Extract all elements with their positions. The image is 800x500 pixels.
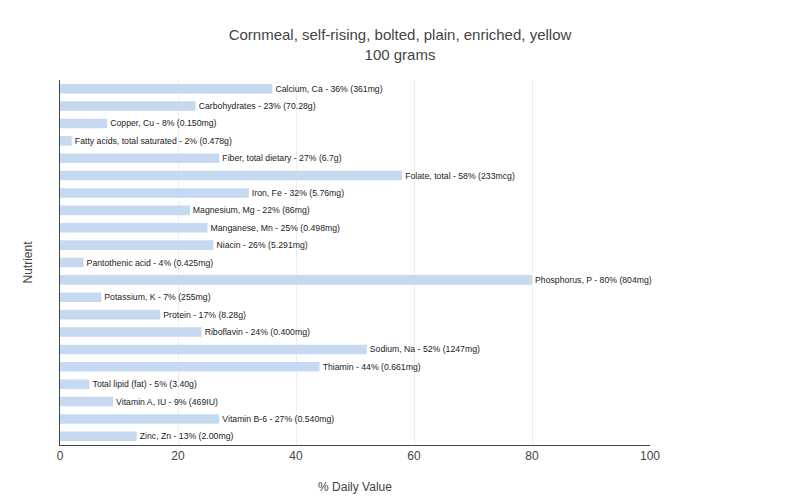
- svg-text:Cornmeal, self-rising, bolted,: Cornmeal, self-rising, bolted, plain, en…: [229, 26, 572, 63]
- svg-text:Magnesium, Mg - 22% (86mg): Magnesium, Mg - 22% (86mg): [193, 205, 310, 215]
- svg-text:20: 20: [171, 449, 185, 463]
- svg-text:Nutrient: Nutrient: [21, 241, 35, 284]
- svg-text:Sodium, Na - 52% (1247mg): Sodium, Na - 52% (1247mg): [370, 344, 480, 354]
- svg-text:0: 0: [57, 449, 64, 463]
- svg-text:40: 40: [289, 449, 303, 463]
- svg-text:Iron, Fe - 32% (5.76mg): Iron, Fe - 32% (5.76mg): [252, 188, 344, 198]
- svg-text:Folate, total - 58% (233mcg): Folate, total - 58% (233mcg): [405, 171, 515, 181]
- svg-text:Riboflavin - 24% (0.400mg): Riboflavin - 24% (0.400mg): [205, 327, 310, 337]
- svg-text:Protein - 17% (8.28g): Protein - 17% (8.28g): [163, 310, 246, 320]
- svg-text:80: 80: [525, 449, 539, 463]
- svg-text:Zinc, Zn - 13% (2.00mg): Zinc, Zn - 13% (2.00mg): [140, 431, 234, 441]
- svg-text:Calcium, Ca - 36% (361mg): Calcium, Ca - 36% (361mg): [275, 84, 382, 94]
- svg-text:Thiamin - 44% (0.661mg): Thiamin - 44% (0.661mg): [323, 362, 421, 372]
- svg-text:Pantothenic acid - 4% (0.425mg: Pantothenic acid - 4% (0.425mg): [87, 258, 214, 268]
- svg-text:% Daily Value: % Daily Value: [318, 480, 392, 494]
- svg-text:Total lipid (fat) - 5% (3.40g): Total lipid (fat) - 5% (3.40g): [93, 379, 197, 389]
- svg-text:Manganese, Mn - 25% (0.498mg): Manganese, Mn - 25% (0.498mg): [211, 223, 341, 233]
- svg-text:100: 100: [640, 449, 660, 463]
- svg-text:Niacin - 26% (5.291mg): Niacin - 26% (5.291mg): [216, 240, 307, 250]
- svg-text:Copper, Cu - 8% (0.150mg): Copper, Cu - 8% (0.150mg): [110, 118, 216, 128]
- svg-text:Phosphorus, P - 80% (804mg): Phosphorus, P - 80% (804mg): [535, 275, 652, 285]
- svg-text:Vitamin B-6 - 27% (0.540mg): Vitamin B-6 - 27% (0.540mg): [222, 414, 334, 424]
- svg-text:60: 60: [407, 449, 421, 463]
- svg-text:Fiber, total dietary - 27% (6.: Fiber, total dietary - 27% (6.7g): [222, 153, 341, 163]
- svg-text:Vitamin A, IU - 9% (469IU): Vitamin A, IU - 9% (469IU): [116, 397, 218, 407]
- svg-text:Fatty acids, total saturated -: Fatty acids, total saturated - 2% (0.478…: [75, 136, 232, 146]
- svg-text:Potassium, K - 7% (255mg): Potassium, K - 7% (255mg): [104, 292, 210, 302]
- svg-text:Carbohydrates - 23% (70.28g): Carbohydrates - 23% (70.28g): [199, 101, 316, 111]
